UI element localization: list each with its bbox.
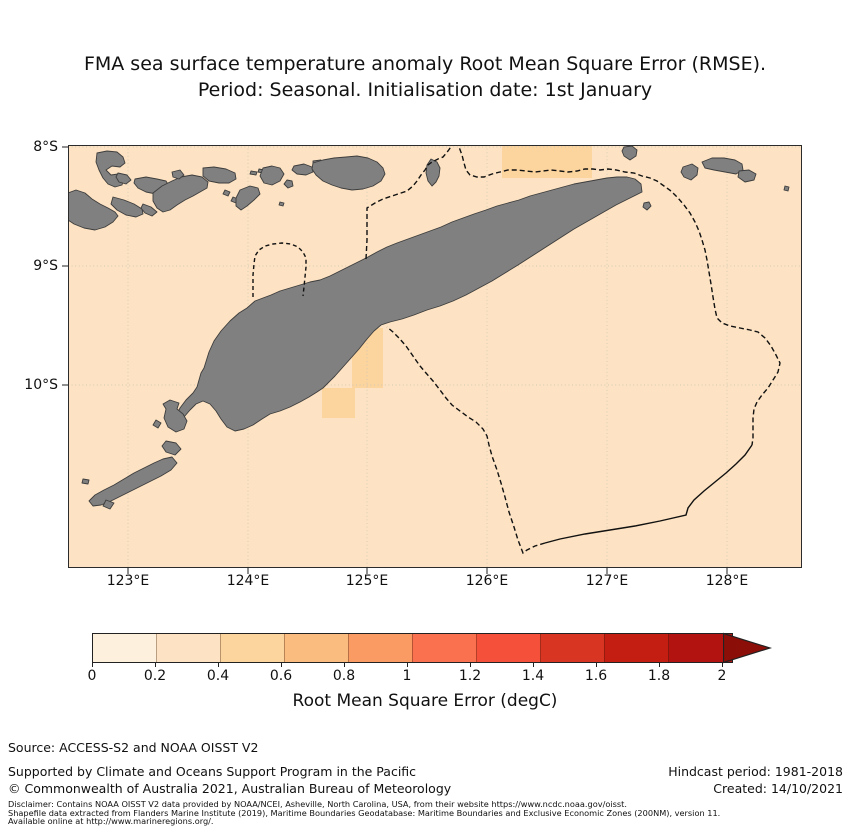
x-tick-label-128e: 128°E <box>705 573 749 589</box>
disclaimer-line3: Available online at http://www.marinereg… <box>8 816 214 826</box>
colorbar-segment <box>156 634 220 662</box>
colorbar-segment <box>93 634 156 662</box>
colorbar-tick <box>155 662 156 667</box>
colorbar-tick-label: 1.4 <box>521 668 545 684</box>
oecusse-maritime-box-dashed <box>252 242 307 297</box>
x-tick-label-124e: 124°E <box>226 573 270 589</box>
sea-rmse-field <box>68 145 802 568</box>
colorbar-tick <box>470 662 471 667</box>
colorbar-tick-label: 0.4 <box>206 668 230 684</box>
island-group-south <box>235 185 261 211</box>
semau-island <box>162 399 188 433</box>
rote-northeast-islet <box>161 440 182 456</box>
copyright-text: © Commonwealth of Australia 2021, Austra… <box>8 781 452 796</box>
colorbar-tick-label: 1.8 <box>647 668 671 684</box>
colorbar-tick-label: 0.2 <box>143 668 167 684</box>
colorbar-segment <box>540 634 604 662</box>
east-chain-island <box>311 155 386 191</box>
map-frame <box>68 145 802 568</box>
ndao-islet <box>81 478 90 485</box>
x-tick-label-123e: 123°E <box>106 573 150 589</box>
liran-island <box>680 163 699 181</box>
colorbar-segment <box>604 634 668 662</box>
created-date-text: Created: 14/10/2021 <box>713 781 843 796</box>
moa-island <box>737 169 757 183</box>
colorbar-tick <box>596 662 597 667</box>
islet <box>278 201 285 207</box>
kisar-island <box>621 145 638 161</box>
boundary-solid-segment <box>544 444 753 544</box>
rote-south-islet <box>102 499 115 510</box>
colorbar-tick-label: 0 <box>87 668 97 684</box>
colorbar-tick <box>722 662 723 667</box>
eez-boundary-south-dashed <box>386 326 546 555</box>
strait-islet <box>140 203 158 217</box>
x-axis-ticks <box>127 568 728 574</box>
disclaimer-line1: Disclaimer: Contains NOAA OISST V2 data … <box>8 799 627 809</box>
disclaimer-line2: Shapefile data extracted from Flanders M… <box>8 807 721 818</box>
islet <box>222 189 231 197</box>
eez-boundary-dashed <box>365 145 781 446</box>
rmse-patch-north <box>502 145 592 178</box>
colorbar-tick <box>344 662 345 667</box>
small-island <box>115 172 132 185</box>
jaco-island <box>642 201 652 211</box>
colorbar-segment <box>220 634 284 662</box>
figure-title-line2: Period: Seasonal. Initialisation date: 1… <box>197 79 653 101</box>
colorbar-segment <box>284 634 348 662</box>
colorbar-tick <box>92 662 93 667</box>
colorbar <box>92 633 733 663</box>
y-axis-ticks <box>62 146 68 386</box>
colorbar-tick-label: 1 <box>402 668 412 684</box>
alor-north-islet <box>171 169 185 180</box>
x-tick-label-126e: 126°E <box>465 573 509 589</box>
landmasses <box>68 145 790 510</box>
colorbar-tick-label: 1.6 <box>584 668 608 684</box>
source-text: Source: ACCESS-S2 and NOAA OISST V2 <box>8 740 259 755</box>
y-tick-label-8s: 8°S <box>33 139 58 155</box>
supported-text: Supported by Climate and Oceans Support … <box>8 764 417 779</box>
y-tick-label-10s: 10°S <box>24 377 58 393</box>
small-island <box>291 163 314 176</box>
island-group-west <box>259 165 285 186</box>
colorbar-tick <box>281 662 282 667</box>
colorbar-tick <box>533 662 534 667</box>
round-islet <box>283 179 294 189</box>
x-tick-label-125e: 125°E <box>345 573 389 589</box>
east-islet <box>783 185 790 192</box>
colorbar-tick <box>659 662 660 667</box>
rote-island <box>88 456 178 507</box>
islet <box>249 170 258 176</box>
lembata-island <box>68 189 119 231</box>
timor-island <box>175 176 643 432</box>
colorbar-tick-label: 1.2 <box>458 668 482 684</box>
colorbar-extend-arrow <box>723 632 773 664</box>
colorbar-segment <box>348 634 412 662</box>
x-tick-label-127e: 127°E <box>585 573 629 589</box>
hindcast-period-text: Hindcast period: 1981-2018 <box>668 764 843 779</box>
figure-title-line1: FMA sea surface temperature anomaly Root… <box>83 53 767 75</box>
colorbar-tick-label: 0.6 <box>269 668 293 684</box>
pantar-south-island <box>110 196 144 218</box>
colorbar-tick <box>407 662 408 667</box>
rmse-patch-south-coast <box>322 388 355 418</box>
colorbar-tick-label: 2 <box>717 668 727 684</box>
colorbar-segment <box>476 634 540 662</box>
colorbar-segment <box>668 634 732 662</box>
map-plot <box>62 145 802 574</box>
atauro-island <box>425 158 441 187</box>
y-tick-label-9s: 9°S <box>33 258 58 274</box>
colorbar-segment <box>412 634 476 662</box>
colorbar-label: Root Mean Square Error (degC) <box>292 691 558 711</box>
colorbar-tick <box>218 662 219 667</box>
semau-south-islet <box>152 419 162 429</box>
colorbar-tick-label: 0.8 <box>332 668 356 684</box>
alor-northeast-island <box>202 166 237 184</box>
leti-island <box>701 157 744 175</box>
